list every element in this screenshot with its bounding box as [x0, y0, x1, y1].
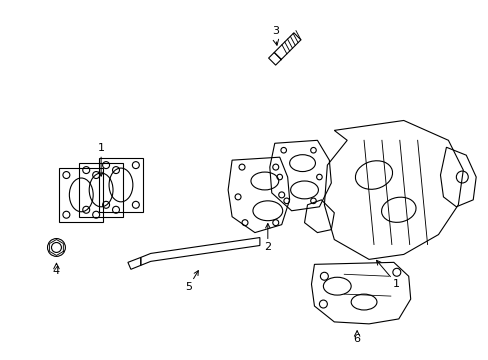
Text: 1: 1 — [376, 260, 400, 289]
Text: 3: 3 — [272, 26, 279, 36]
Text: 6: 6 — [353, 334, 360, 344]
Text: 1: 1 — [98, 143, 104, 176]
Text: 2: 2 — [264, 224, 271, 252]
Text: 5: 5 — [184, 271, 198, 292]
Text: 4: 4 — [53, 266, 60, 276]
